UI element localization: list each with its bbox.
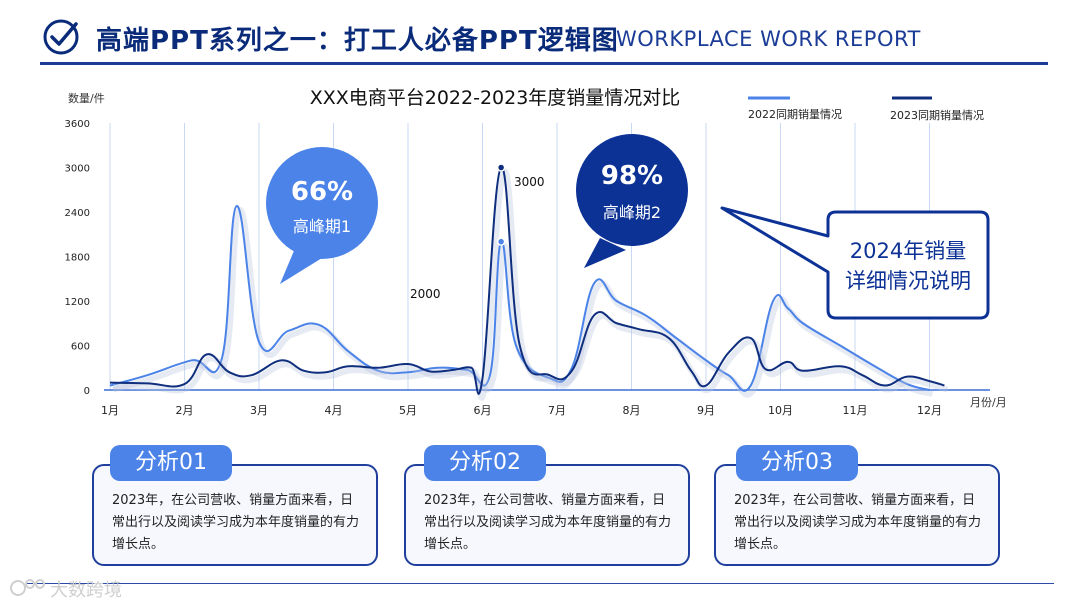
analysis-card-2-text: 2023年，在公司营收、销量方面来看，日常出行以及阅读学习成为本年度销量的有力增…: [424, 493, 672, 552]
peak-marker-2023: [496, 163, 506, 172]
analysis-card-1-tab: 分析01: [110, 445, 232, 481]
x-tick-label: 4月: [325, 404, 343, 417]
x-tick-label: 10月: [768, 404, 793, 417]
y-tick-label: 3000: [65, 164, 90, 175]
peak-bubble-2: 98% 高峰期2: [576, 134, 688, 268]
x-tick-label: 7月: [548, 404, 566, 417]
bubble-2-percent: 98%: [601, 161, 663, 191]
y-tick-label: 2400: [65, 208, 90, 219]
bubble-2-label: 高峰期2: [603, 203, 661, 222]
x-tick-label: 9月: [697, 404, 715, 417]
x-tick-label: 3月: [250, 404, 268, 417]
analysis-card-1: 2023年，在公司营收、销量方面来看，日常出行以及阅读学习成为本年度销量的有力增…: [92, 464, 378, 566]
x-tick-label: 12月: [917, 404, 942, 417]
x-axis-ticks: 1月 2月 3月 4月 5月 6月 7月 8月 9月 10月 11月 12月: [101, 404, 942, 417]
analysis-card-2-tab: 分析02: [424, 445, 546, 481]
peak-marker-2022: [496, 237, 506, 246]
legend: 2022同期销量情况 2023同期销量情况: [748, 96, 984, 122]
y-tick-label: 1800: [65, 253, 90, 264]
x-tick-label: 5月: [399, 404, 417, 417]
analysis-card-3-tab: 分析03: [736, 445, 858, 481]
peak-bubble-1: 66% 高峰期1: [266, 147, 378, 284]
page-subtitle: WORKPLACE WORK REPORT: [616, 27, 921, 51]
series-line-2023: [109, 166, 945, 395]
y-tick-label: 600: [71, 342, 90, 353]
check-circle-icon: [43, 19, 79, 55]
legend-label-2023: 2023同期销量情况: [890, 108, 984, 122]
y-tick-label: 0: [84, 386, 90, 397]
x-tick-label: 11月: [843, 404, 868, 417]
page-title: 高端PPT系列之一：打工人必备PPT逻辑图: [96, 26, 619, 56]
annotation-2000: 2000: [410, 287, 441, 301]
analysis-card-3-text: 2023年，在公司营收、销量方面来看，日常出行以及阅读学习成为本年度销量的有力增…: [734, 493, 982, 552]
sales-line-chart: 0 600 1200 1800 2400 3000 3600 1月 2月 3月 4月 5月 6月 7月 8…: [65, 87, 1007, 417]
analysis-card-3: 2023年，在公司营收、销量方面来看，日常出行以及阅读学习成为本年度销量的有力增…: [714, 464, 1000, 566]
x-axis-label: 月份/月: [970, 396, 1007, 409]
legend-label-2022: 2022同期销量情况: [748, 107, 842, 121]
x-tick-label: 1月: [101, 404, 119, 417]
series-lines: [109, 166, 949, 401]
annotation-3000: 3000: [514, 175, 545, 189]
series-line-2022: [109, 205, 930, 392]
y-axis-ticks: 0 600 1200 1800 2400 3000 3600: [65, 119, 90, 397]
y-tick-label: 3600: [65, 119, 90, 130]
header-divider: [40, 62, 1048, 65]
footer-divider: [26, 583, 1054, 584]
callout-line-1: 2024年销量: [850, 239, 966, 263]
x-tick-label: 2月: [176, 404, 194, 417]
analysis-card-2: 2023年，在公司营收、销量方面来看，日常出行以及阅读学习成为本年度销量的有力增…: [404, 464, 690, 566]
watermark-logo: 大数跨境: [10, 579, 122, 601]
callout-line-2: 详细情况说明: [845, 269, 971, 293]
watermark-text: 大数跨境: [50, 580, 122, 601]
y-tick-label: 1200: [65, 297, 90, 308]
y-axis-label: 数量/件: [68, 92, 105, 105]
bubble-1-percent: 66%: [291, 177, 353, 207]
chart-grid: [109, 123, 930, 390]
series-shadow: [112, 168, 949, 401]
x-tick-label: 8月: [623, 404, 641, 417]
chart-title: XXX电商平台2022-2023年度销量情况对比: [310, 87, 681, 109]
analysis-card-1-text: 2023年，在公司营收、销量方面来看，日常出行以及阅读学习成为本年度销量的有力增…: [112, 493, 360, 552]
x-tick-label: 6月: [474, 404, 492, 417]
slide-header: 高端PPT系列之一：打工人必备PPT逻辑图 WORKPLACE WORK REP…: [0, 0, 1080, 66]
bubble-1-label: 高峰期1: [293, 217, 351, 236]
callout-2024: 2024年销量 详细情况说明: [720, 206, 990, 320]
